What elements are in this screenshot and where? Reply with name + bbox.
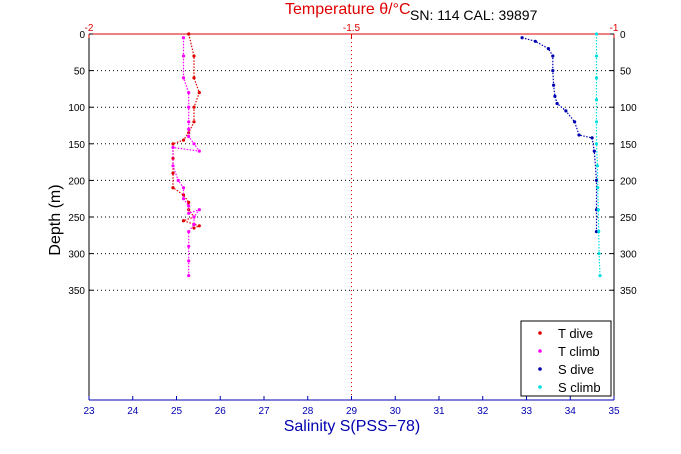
temperature-axis-ticks: -2 -1.5 -1 (85, 23, 619, 38)
temp-tick-label: -1.5 (343, 23, 361, 34)
data-point (192, 222, 196, 226)
x-tick-label: 31 (433, 406, 445, 417)
x-tick-label: 35 (608, 406, 620, 417)
depth-axis-ticks-left: 0 50 100 150 200 250 300 350 (68, 30, 93, 297)
depth-tick-label: 250 (68, 213, 85, 224)
series-s-dive (520, 36, 599, 234)
depth-tick-label-right: 150 (620, 140, 637, 151)
x-tick-label: 29 (346, 406, 358, 417)
data-point (594, 98, 599, 102)
legend-label: T dive (558, 326, 593, 341)
x-tick-label: 32 (477, 406, 489, 417)
legend-label: T climb (558, 344, 600, 359)
y-axis-label: Depth (m) (47, 184, 64, 255)
depth-tick-label-right: 300 (620, 250, 637, 261)
series-trace (595, 34, 601, 276)
x-tick-label: 23 (83, 406, 95, 417)
legend-marker (538, 385, 542, 389)
data-series (171, 32, 602, 278)
depth-tick-label: 100 (68, 103, 85, 114)
data-point (598, 274, 602, 278)
salinity-axis-ticks: 23 24 25 26 27 28 29 30 31 32 33 34 35 (83, 396, 620, 417)
depth-tick-label: 0 (79, 30, 85, 41)
data-point (597, 230, 601, 234)
depth-tick-label-right: 350 (620, 286, 637, 297)
depth-tick-label-right: 0 (620, 30, 626, 41)
x-axis-label: Salinity S(PSS−78) (284, 418, 421, 435)
series-trace (172, 37, 201, 276)
depth-axis-ticks-right: 0 50 100 150 200 250 300 350 (610, 30, 637, 297)
x-tick-label: 24 (127, 406, 139, 417)
depth-tick-label: 200 (68, 176, 85, 187)
x-tick-label: 34 (565, 406, 577, 417)
legend-marker (538, 331, 542, 335)
data-point (171, 142, 175, 146)
data-point (595, 164, 600, 168)
legend-marker (538, 367, 542, 371)
depth-tick-label: 150 (68, 140, 85, 151)
depth-tick-label-right: 100 (620, 103, 637, 114)
legend-label: S climb (558, 380, 601, 395)
depth-tick-label: 350 (68, 286, 85, 297)
depth-tick-label: 300 (68, 250, 85, 261)
series-trace (521, 37, 598, 232)
chart-title: Temperature θ/°C (285, 1, 411, 18)
legend-box (520, 320, 612, 397)
data-point (187, 244, 191, 248)
x-tick-label: 33 (521, 406, 533, 417)
x-tick-label: 26 (215, 406, 227, 417)
data-point (594, 142, 599, 146)
x-tick-label: 28 (302, 406, 314, 417)
data-point (187, 127, 191, 131)
temp-tick-label: -1 (610, 23, 619, 34)
data-point (596, 208, 600, 212)
depth-tick-label-right: 200 (620, 176, 637, 187)
depth-tick-label-right: 50 (620, 67, 632, 78)
temp-tick-label: -2 (85, 23, 94, 34)
data-point (590, 136, 594, 140)
x-tick-label: 30 (390, 406, 402, 417)
grid-lines (89, 34, 614, 400)
depth-tick-label-right: 250 (620, 213, 637, 224)
serial-calibration-label: SN: 114 CAL: 39897 (410, 7, 538, 23)
depth-tick-label: 50 (74, 67, 86, 78)
legend-marker (538, 349, 542, 353)
legend: T dive T climb S dive S climb (520, 320, 612, 397)
data-point (171, 156, 175, 160)
data-point (171, 171, 175, 175)
series-s-climb (594, 32, 602, 278)
data-point (594, 76, 599, 80)
x-tick-label: 25 (171, 406, 183, 417)
x-tick-label: 27 (258, 406, 270, 417)
series-t-climb (171, 36, 201, 278)
legend-label: S dive (558, 362, 594, 377)
